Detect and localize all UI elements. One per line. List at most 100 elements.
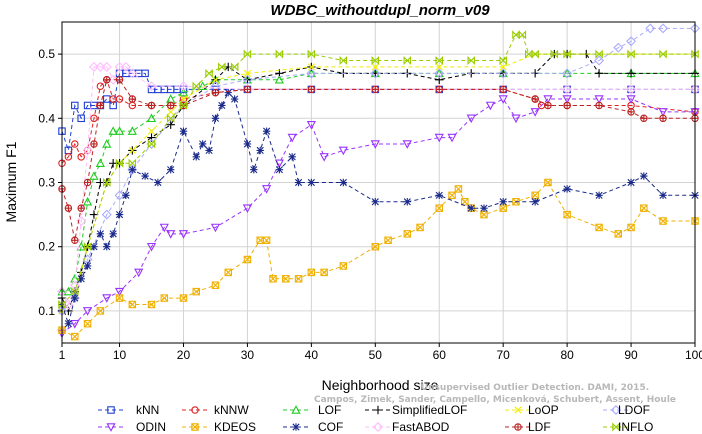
point-LDF-15 (307, 85, 316, 94)
point-ODIN-9 (178, 230, 189, 239)
point-COF-7 (103, 243, 111, 251)
legend-marker-SimplifiedLOF (373, 405, 383, 415)
point-INFLO-16 (339, 55, 348, 66)
series-KDEOS (58, 178, 699, 341)
point-LOF-9 (114, 126, 125, 135)
point-kNNW-2 (71, 140, 79, 148)
point-LDF-19 (531, 95, 539, 103)
series-INFLO (58, 30, 699, 310)
legend-label-LOF: LOF (318, 403, 341, 417)
point-INFLO-12 (230, 62, 239, 72)
series-line-LOF (62, 72, 695, 293)
point-kNN-13 (141, 69, 149, 78)
point-FastABOD-9 (114, 61, 125, 72)
point-INFLO-25 (531, 49, 539, 59)
legend-label-kNNW: kNNW (214, 403, 249, 417)
watermark-line-2: Unsupervised Outlier Detection. DAMI, 20… (421, 383, 649, 393)
legend-label-KDEOS: KDEOS (214, 420, 256, 434)
point-LDOF-12 (434, 68, 445, 79)
point-INFLO-9 (192, 81, 201, 91)
point-KDEOS-16 (282, 275, 290, 283)
point-ODIN-5 (134, 268, 144, 278)
point-KDEOS-24 (416, 223, 424, 232)
point-LOF-10 (127, 126, 137, 135)
point-INFLO-21 (499, 55, 507, 66)
point-FastABOD-7 (101, 61, 112, 72)
legend-marker-ODIN (106, 423, 116, 432)
point-ODIN-31 (658, 108, 668, 117)
point-LOF-6 (95, 158, 105, 167)
point-KDEOS-40 (659, 217, 667, 225)
point-ODIN-18 (370, 140, 380, 149)
point-KDEOS-38 (627, 223, 635, 232)
y-tick-label-4: 0.5 (38, 47, 55, 61)
x-tick-label-10: 100 (685, 348, 702, 362)
legend-marker-KDEOS (191, 423, 199, 431)
y-axis-ticks: 0.1 0.2 0.3 0.4 0.5 (38, 47, 62, 318)
point-ODIN-21 (447, 133, 457, 143)
legend-label-LDF: LDF (528, 420, 551, 434)
point-ODIN-25 (511, 114, 521, 124)
point-LOF-4 (82, 196, 93, 206)
point-COF-32 (371, 198, 380, 206)
point-KDEOS-34 (544, 178, 552, 187)
point-LDOF-1 (69, 293, 80, 304)
point-LoOP-13 (435, 63, 443, 71)
point-INFLO-2 (83, 242, 92, 252)
point-KDEOS-12 (243, 255, 252, 264)
point-LOF-7 (102, 139, 112, 148)
series-line-ODIN (61, 98, 695, 334)
point-KDEOS-14 (262, 236, 271, 245)
point-INFLO-28 (595, 49, 603, 59)
point-LDF-7 (103, 76, 111, 84)
point-INFLO-18 (403, 55, 412, 66)
point-KDEOS-39 (640, 204, 648, 212)
legend-item-INFLO: INFLO (603, 420, 653, 434)
point-KDEOS-22 (384, 236, 392, 245)
point-LOF-13 (178, 87, 189, 97)
legend-label-FastABOD: FastABOD (392, 420, 450, 434)
point-LoOP-7 (167, 108, 175, 116)
point-COF-41 (627, 178, 635, 187)
point-LDOF-15 (594, 55, 605, 66)
point-INFLO-29 (627, 49, 635, 59)
point-kNNW-3 (77, 153, 85, 161)
point-INFLO-4 (115, 158, 124, 168)
point-kNNW-1 (64, 153, 73, 161)
point-kNNW-4 (83, 146, 92, 155)
legend-item-LDF: LDF (505, 420, 551, 434)
point-ODIN-3 (102, 294, 112, 303)
point-ODIN-11 (242, 204, 253, 214)
point-kNN-3 (77, 114, 85, 123)
point-KDEOS-36 (595, 223, 603, 232)
x-tick-label-3: 30 (241, 348, 255, 362)
point-COF-28 (288, 153, 296, 161)
point-INFLO-1 (71, 287, 79, 297)
point-ODIN-22 (466, 114, 476, 124)
point-KDEOS-5 (128, 300, 137, 309)
point-LoOP-12 (371, 63, 379, 71)
point-COF-35 (467, 204, 475, 212)
point-FastABOD-10 (120, 61, 131, 72)
point-COF-43 (659, 191, 667, 200)
point-LOF-3 (76, 241, 86, 251)
point-INFLO-10 (205, 68, 213, 78)
point-KDEOS-33 (531, 191, 539, 200)
point-LDF-22 (595, 101, 603, 110)
point-COF-38 (531, 198, 539, 206)
point-COF-10 (122, 191, 130, 200)
point-INFLO-14 (275, 49, 284, 59)
point-LDF-2 (71, 236, 79, 245)
point-LDF-11 (166, 101, 175, 110)
y-tick-label-2: 0.3 (38, 176, 55, 190)
point-COF-30 (307, 178, 316, 187)
point-INFLO-31 (691, 49, 699, 59)
point-LoOP-9 (211, 76, 220, 84)
point-LDF-25 (659, 114, 667, 123)
point-LOF-11 (146, 113, 157, 123)
point-LDF-23 (627, 108, 635, 116)
point-KDEOS-15 (269, 275, 277, 283)
point-ODIN-27 (543, 95, 553, 104)
point-COF-37 (499, 198, 507, 206)
legend-label-ODIN: ODIN (136, 420, 166, 434)
